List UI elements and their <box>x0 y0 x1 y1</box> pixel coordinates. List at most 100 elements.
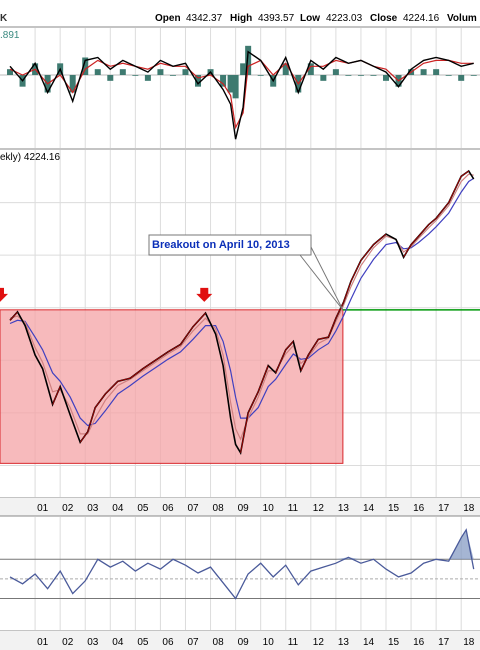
top-histogram-bar <box>220 75 227 87</box>
top-panel-grid <box>0 28 480 148</box>
x-tick-label-13: 13 <box>338 637 350 648</box>
x-tick-label-03: 03 <box>87 637 99 648</box>
top-histogram-bar <box>320 75 327 81</box>
top-histogram-bar <box>470 75 477 76</box>
trading-range-box <box>0 309 344 464</box>
callout-pointer <box>299 246 344 311</box>
top-histogram-bar <box>182 69 189 75</box>
price-up-segment <box>343 281 352 303</box>
top-oscillator-panel: .891 <box>0 26 480 150</box>
breakout-callout: Breakout on April 10, 2013 <box>148 234 344 311</box>
bottom-oscillator-line <box>9 528 475 600</box>
x-tick-label-02: 02 <box>62 503 74 514</box>
price-up-segment <box>130 368 144 379</box>
x-tick-label-16: 16 <box>413 503 425 514</box>
top-histogram-bar <box>245 45 252 75</box>
x-tick-label-18: 18 <box>463 503 475 514</box>
price-up-segment <box>418 224 429 237</box>
peak-arrows <box>0 287 213 302</box>
price-up-segment <box>155 351 169 361</box>
top-histogram-bar <box>195 75 202 87</box>
top-oscillator-lines <box>9 50 474 140</box>
x-axis-bottom-band <box>0 631 480 650</box>
price-up-segment <box>410 235 419 245</box>
x-tick-label-02: 02 <box>62 637 74 648</box>
price-up-segment <box>350 260 362 282</box>
red-down-arrow <box>0 287 8 302</box>
top-histogram-bar <box>94 69 101 75</box>
top-panel-value: .891 <box>0 30 20 41</box>
x-tick-label-05: 05 <box>137 503 149 514</box>
volume-label: Volum <box>447 13 477 24</box>
x-tick-label-06: 06 <box>162 503 174 514</box>
price-up-segment <box>448 176 462 203</box>
top-histogram-bar <box>240 63 247 75</box>
top-histogram-bar <box>169 75 176 76</box>
top-histogram-bar <box>420 69 427 75</box>
x-tick-label-16: 16 <box>413 637 425 648</box>
price-up-segment <box>240 412 249 453</box>
price-up-segment <box>428 218 437 225</box>
high-value: 4393.57 <box>258 13 295 24</box>
price-series <box>9 169 475 456</box>
short-moving-average <box>9 173 474 441</box>
x-tick-label-04: 04 <box>112 637 124 648</box>
close-value: 4224.16 <box>403 13 440 24</box>
x-axis-band <box>0 498 480 516</box>
x-tick-label-08: 08 <box>213 637 225 648</box>
close-label: Close <box>370 13 398 24</box>
header-ohlc: Open 4342.37 High 4393.57 Low 4223.03 Cl… <box>155 13 477 24</box>
high-label: High <box>230 13 252 24</box>
x-tick-label-14: 14 <box>363 637 375 648</box>
header-corner: K <box>0 13 8 24</box>
price-up-segment <box>79 431 89 443</box>
top-histogram-bar <box>370 75 377 76</box>
top-histogram-bar <box>227 75 234 93</box>
price-up-segment <box>318 336 329 340</box>
price-up-segment <box>94 393 106 408</box>
x-tick-label-14: 14 <box>363 503 375 514</box>
low-value: 4223.03 <box>326 13 363 24</box>
x-axis-middle: 01 02 03 04 05 06 07 08 09 10 11 12 13 14 15 16 17 18 <box>37 503 475 514</box>
top-histogram-bar <box>119 69 126 75</box>
price-panel: ekly) 4224.16 Breakout on April 10, 2013 <box>0 148 480 499</box>
x-tick-label-11: 11 <box>288 503 299 514</box>
bottom-oscillator-series <box>9 528 475 600</box>
top-histogram-bar <box>332 69 339 75</box>
price-up-segment <box>373 233 387 245</box>
top-histogram-bar <box>445 75 452 76</box>
bottom-panel-grid <box>0 517 480 630</box>
top-histogram-bar <box>69 75 76 93</box>
top-histogram-bar <box>357 75 364 76</box>
price-up-segment <box>180 326 194 345</box>
top-histogram-bar <box>307 63 314 75</box>
breakout-annotation: Breakout on April 10, 2013 <box>152 239 290 251</box>
price-up-segment <box>461 170 469 177</box>
top-histogram-bar <box>383 75 390 81</box>
price-up-segment <box>247 391 259 414</box>
price-up-segment <box>105 381 119 395</box>
x-tick-label-04: 04 <box>112 503 124 514</box>
x-tick-label-10: 10 <box>263 637 275 648</box>
x-tick-label-11: 11 <box>288 637 299 648</box>
top-histogram-bar <box>7 69 14 75</box>
top-histogram-bar <box>132 75 139 76</box>
price-up-segment <box>257 365 269 392</box>
x-tick-label-15: 15 <box>388 503 400 514</box>
x-tick-label-09: 09 <box>238 503 250 514</box>
price-up-segment <box>308 339 319 356</box>
red-down-arrow <box>196 287 213 302</box>
x-tick-label-10: 10 <box>263 503 275 514</box>
x-tick-label-17: 17 <box>438 637 450 648</box>
top-histogram-bar <box>157 69 164 75</box>
x-tick-label-07: 07 <box>187 503 199 514</box>
price-up-segment <box>435 202 449 219</box>
price-up-segment <box>142 360 156 370</box>
x-tick-label-08: 08 <box>213 503 225 514</box>
price-up-segment <box>167 344 181 353</box>
x-tick-label-01: 01 <box>37 637 49 648</box>
x-tick-label-01: 01 <box>37 503 49 514</box>
top-histogram-bar <box>433 69 440 75</box>
x-tick-label-15: 15 <box>388 637 400 648</box>
